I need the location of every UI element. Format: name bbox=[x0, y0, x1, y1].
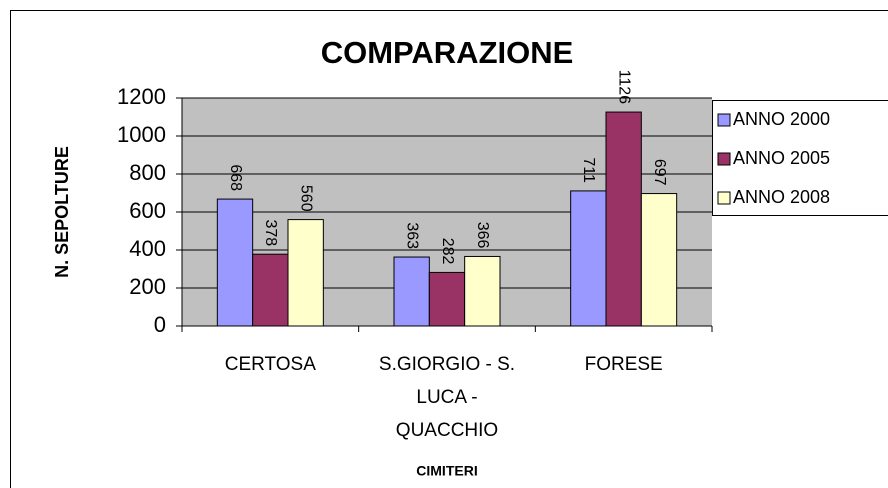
y-tick-label: 0 bbox=[154, 312, 166, 337]
legend-box bbox=[712, 100, 888, 216]
legend-label: ANNO 2000 bbox=[733, 109, 830, 129]
y-tick-label: 600 bbox=[129, 198, 166, 223]
legend-swatch bbox=[717, 113, 731, 127]
y-tick-label: 800 bbox=[129, 160, 166, 185]
x-tick-label: S.GIORGIO - S. LUCA - QUACCHIO bbox=[378, 354, 516, 441]
x-axis-title: CIMITERI bbox=[416, 463, 477, 479]
bar bbox=[393, 256, 430, 327]
data-label: 560 bbox=[297, 185, 314, 212]
y-axis-title: N. SEPOLTURE bbox=[52, 146, 72, 278]
bar bbox=[428, 271, 466, 327]
bar bbox=[216, 198, 254, 327]
data-label: 668 bbox=[227, 164, 244, 191]
legend-swatch bbox=[717, 191, 731, 205]
chart-title: COMPARAZIONE bbox=[321, 35, 574, 70]
chart-border bbox=[10, 10, 888, 488]
data-label: 363 bbox=[403, 222, 420, 249]
data-label: 366 bbox=[474, 222, 491, 249]
y-tick-label: 400 bbox=[129, 236, 166, 261]
bar bbox=[287, 219, 324, 327]
y-tick-label: 1000 bbox=[117, 122, 166, 147]
x-tick-label: FORESE bbox=[584, 354, 663, 375]
bar bbox=[570, 190, 607, 327]
legend-swatch bbox=[717, 152, 731, 166]
bar bbox=[464, 255, 501, 327]
y-tick-label: 1200 bbox=[117, 84, 166, 109]
data-label: 378 bbox=[262, 219, 279, 246]
data-label: 711 bbox=[580, 157, 597, 183]
legend-label: ANNO 2008 bbox=[733, 187, 830, 207]
data-label: 1126 bbox=[615, 70, 632, 105]
bar bbox=[605, 111, 642, 327]
bar bbox=[252, 253, 289, 327]
data-label: 697 bbox=[651, 159, 668, 186]
x-tick-label: CERTOSA bbox=[224, 354, 316, 375]
data-label: 282 bbox=[439, 238, 456, 265]
legend-label: ANNO 2005 bbox=[733, 148, 830, 168]
bar bbox=[640, 193, 678, 327]
y-tick-label: 200 bbox=[129, 274, 166, 299]
